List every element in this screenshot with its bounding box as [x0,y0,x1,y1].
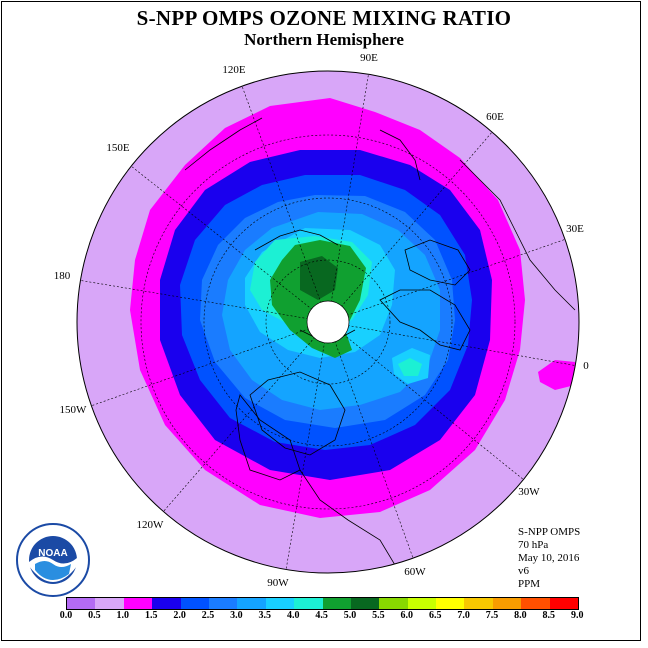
lon-label-0: 0 [583,360,589,372]
colorbar-segment [350,598,380,609]
colorbar-segment [322,598,351,609]
colorbar-segment [549,598,579,609]
colorbar-tick-label: 6.0 [400,610,414,621]
colorbar-tick-label: 1.0 [116,610,130,621]
lon-label-60e: 60E [486,111,504,123]
colorbar-segment [180,598,209,609]
pole-hole [306,300,350,344]
colorbar-segment [95,598,124,609]
colorbar-tick-label: 4.5 [315,610,328,621]
colorbar-tick-label: 5.5 [372,610,385,621]
colorbar-tick-label: 6.5 [428,610,442,621]
info-units: PPM [518,578,541,590]
grid-lines [77,71,579,571]
lon-label-120e: 120E [222,64,246,76]
map-frame [1,1,641,641]
lon-label-60w: 60W [404,566,426,578]
colorbar [66,597,580,610]
lon-label-120w: 120W [136,519,164,531]
info-block: S-NPP OMPS 70 hPa May 10, 2016 v6 PPM [518,526,580,591]
map-subtitle: Northern Hemisphere [244,30,404,49]
info-version: v6 [518,565,529,577]
lon-label-180: 180 [53,270,71,282]
lon-label-150w: 150W [59,404,87,416]
colorbar-segment [436,598,465,609]
colorbar-tick-label: 5.0 [343,610,357,621]
coastlines [184,117,576,573]
colorbar-tick-label: 3.0 [230,610,243,621]
colorbar-segment [464,598,493,609]
map-title: S-NPP OMPS OZONE MIXING RATIO [136,6,512,30]
colorbar-segment [294,598,323,609]
colorbar-tick-label: 8.5 [542,610,556,621]
colorbar-tick-label: 1.5 [144,610,158,621]
info-date: May 10, 2016 [518,552,580,564]
noaa-logo: NOAA [16,523,90,597]
colorbar-tick-label: 0.5 [88,610,101,621]
colorbar-segment [521,598,550,609]
info-satellite: S-NPP OMPS [518,526,581,538]
colorbar-segment [237,598,266,609]
colorbar-tick-label: 2.0 [173,610,186,621]
colorbar-segment [152,598,181,609]
colorbar-segment [67,598,96,609]
colorbar-segment [208,598,238,609]
colorbar-tick-label: 7.0 [457,610,470,621]
colorbar-tick-label: 7.5 [485,610,499,621]
noaa-logo-text: NOAA [38,548,67,559]
contour-4.0-spot [398,358,422,376]
lon-label-30w: 30W [518,486,540,498]
colorbar-segment [379,598,408,609]
lon-label-90w: 90W [267,577,289,589]
colorbar-tick-label: 2.5 [201,610,215,621]
colorbar-segment [407,598,437,609]
info-level: 70 hPa [518,539,549,551]
colorbar-ticks: 0.0 0.5 1.0 1.5 2.0 2.5 3.0 3.5 4.0 4.5 5.0 5.5 6.0 6… [60,610,584,624]
colorbar-tick-label: 8.0 [514,610,527,621]
colorbar-tick-label: 9.0 [570,610,584,621]
map-boundary [76,70,580,574]
lon-label-90e: 90E [360,52,378,64]
colorbar-segment [492,598,522,609]
lon-label-150e: 150E [106,142,130,154]
contour-1.0-east [538,360,575,390]
contour-5.0 [300,256,338,300]
lon-label-30e: 30E [566,223,584,235]
colorbar-segment [265,598,295,609]
colorbar-segment [123,598,153,609]
colorbar-tick-label: 4.0 [286,610,300,621]
colorbar-tick-label: 0.0 [59,610,73,621]
colorbar-tick-label: 3.5 [258,610,272,621]
